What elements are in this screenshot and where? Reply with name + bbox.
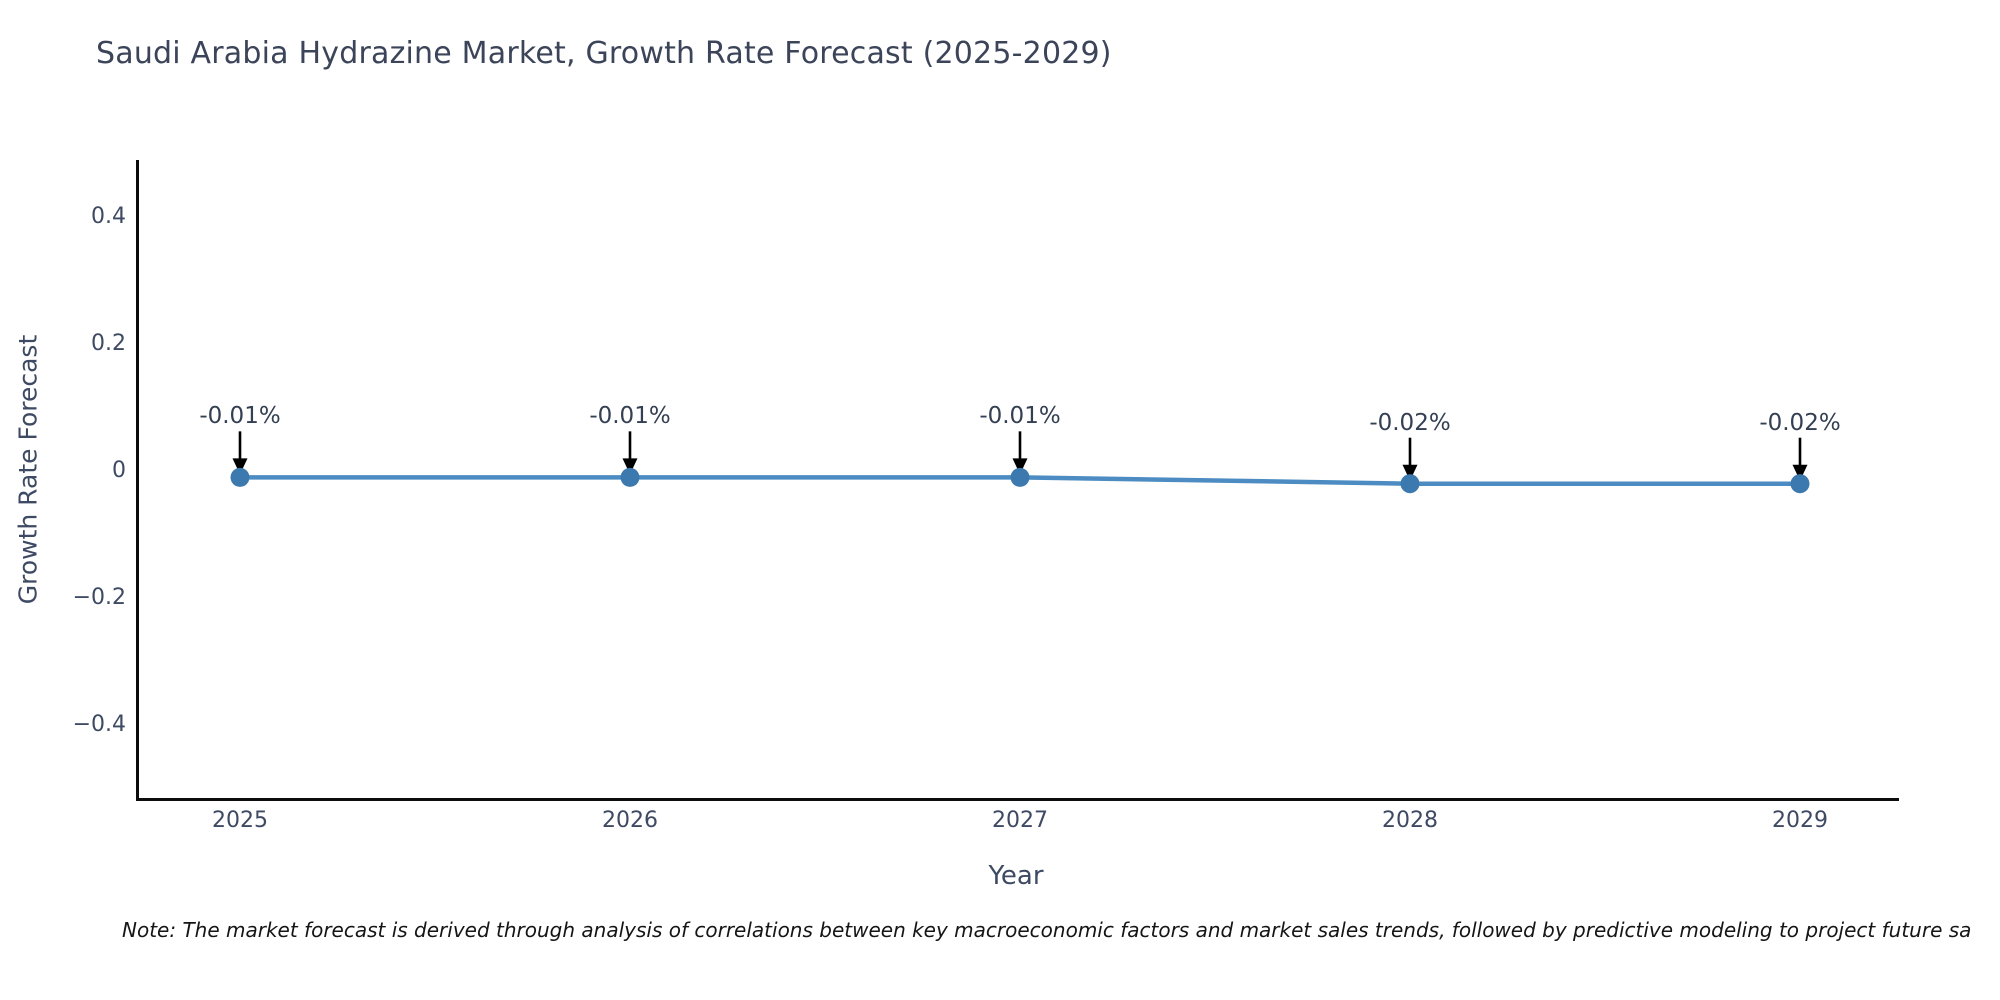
- chart-title: Saudi Arabia Hydrazine Market, Growth Ra…: [96, 36, 1112, 71]
- y-tick-label: 0.2: [91, 331, 126, 356]
- y-tick-label: −0.2: [72, 585, 126, 610]
- x-axis-spine: [136, 798, 1899, 801]
- data-point-marker: [620, 467, 640, 487]
- point-annotation: -0.01%: [199, 403, 281, 430]
- y-tick-label: −0.4: [72, 712, 126, 737]
- data-point-marker: [1010, 467, 1030, 487]
- point-annotation: -0.01%: [589, 403, 671, 430]
- x-tick-label: 2029: [1772, 808, 1828, 833]
- y-tick-label: 0: [112, 458, 126, 483]
- annotation-arrowhead-icon: [622, 458, 638, 475]
- data-point-marker: [230, 467, 250, 487]
- data-point-marker: [1790, 474, 1810, 494]
- footnote: Note: The market forecast is derived thr…: [122, 918, 1972, 942]
- annotation-arrowhead-icon: [1402, 464, 1418, 481]
- y-axis-spine: [136, 160, 139, 801]
- annotation-arrowhead-icon: [1012, 458, 1028, 475]
- x-tick-label: 2025: [212, 808, 268, 833]
- x-tick-label: 2026: [602, 808, 658, 833]
- point-annotation: -0.01%: [979, 403, 1061, 430]
- x-tick-label: 2028: [1382, 808, 1438, 833]
- annotation-arrowhead-icon: [1792, 464, 1808, 481]
- x-tick-label: 2027: [992, 808, 1048, 833]
- x-axis-title: Year: [988, 861, 1044, 891]
- point-annotation: -0.02%: [1369, 409, 1451, 436]
- y-tick-label: 0.4: [91, 204, 126, 229]
- annotation-arrowhead-icon: [232, 458, 248, 475]
- data-point-marker: [1400, 474, 1420, 494]
- point-annotation: -0.02%: [1759, 409, 1841, 436]
